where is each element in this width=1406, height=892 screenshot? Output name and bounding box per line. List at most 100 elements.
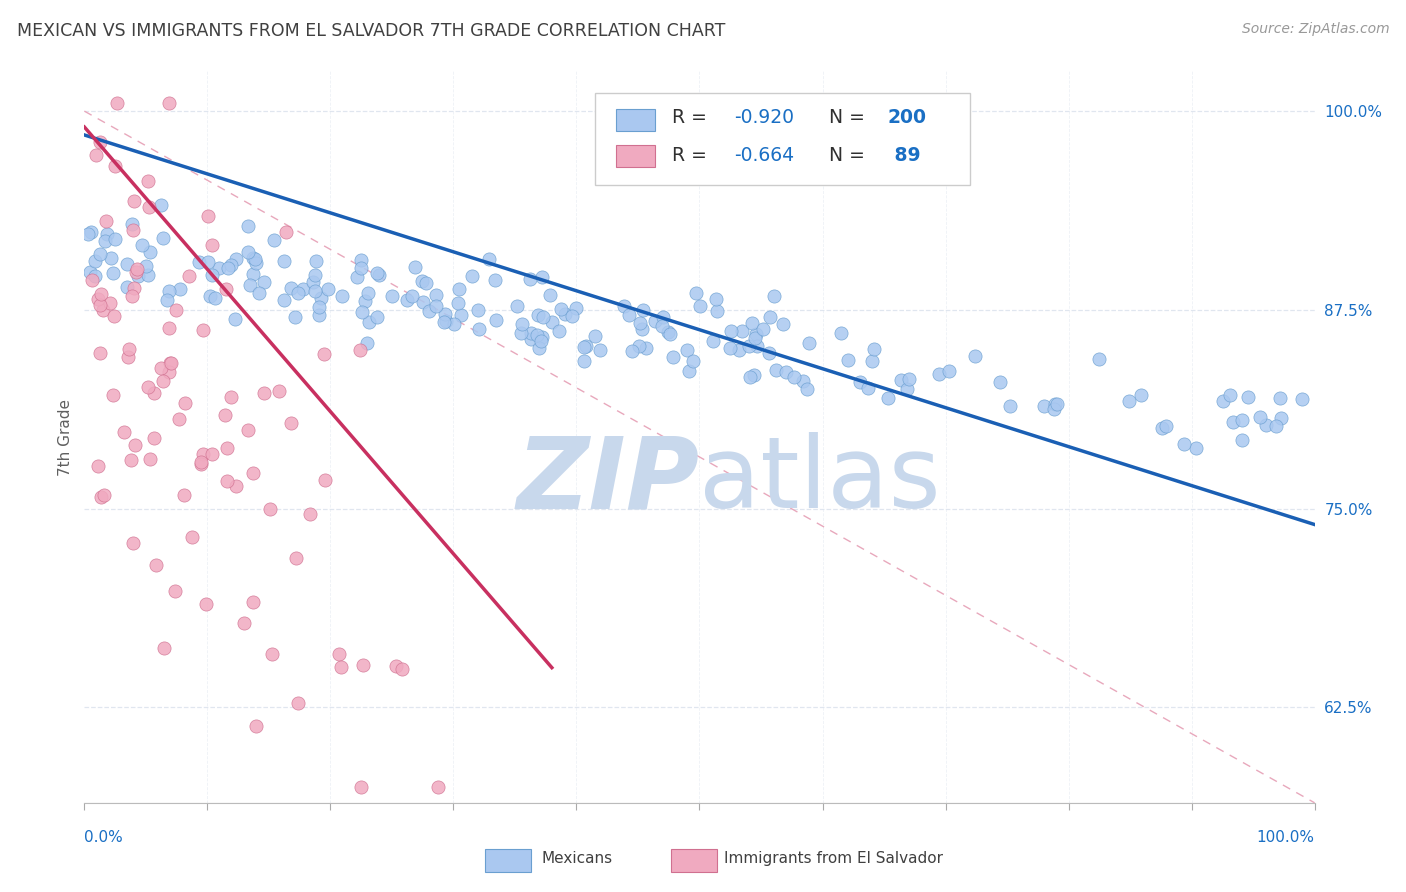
Point bbox=[236, 423, 259, 437]
Text: MEXICAN VS IMMIGRANTS FROM EL SALVADOR 7TH GRADE CORRELATION CHART: MEXICAN VS IMMIGRANTS FROM EL SALVADOR 7… bbox=[17, 22, 725, 40]
Point bbox=[104, 232, 127, 246]
Point bbox=[276, 225, 298, 239]
Point bbox=[762, 289, 785, 303]
Point bbox=[350, 780, 373, 794]
Point bbox=[101, 266, 124, 280]
Point bbox=[628, 316, 651, 330]
Point bbox=[848, 376, 870, 390]
Point bbox=[84, 148, 107, 162]
Point bbox=[181, 530, 204, 544]
Point bbox=[204, 291, 226, 305]
Point bbox=[548, 324, 571, 338]
Point bbox=[142, 431, 165, 445]
Point bbox=[314, 473, 336, 487]
Point bbox=[156, 293, 179, 307]
Point bbox=[1230, 434, 1253, 448]
Point bbox=[758, 346, 780, 360]
Point bbox=[280, 281, 302, 295]
Point bbox=[304, 268, 326, 283]
Point bbox=[356, 336, 378, 351]
Point bbox=[1088, 352, 1111, 367]
Point bbox=[526, 328, 548, 343]
Point bbox=[628, 339, 651, 353]
Point bbox=[124, 437, 146, 451]
Point bbox=[190, 457, 212, 471]
Point bbox=[433, 307, 456, 321]
Point bbox=[138, 268, 160, 283]
Point bbox=[104, 159, 127, 173]
Point bbox=[191, 323, 214, 337]
Point bbox=[117, 279, 139, 293]
Point bbox=[201, 238, 224, 252]
Point bbox=[187, 255, 209, 269]
Point bbox=[411, 274, 433, 288]
Point bbox=[1033, 399, 1056, 413]
Point bbox=[354, 293, 377, 308]
Point bbox=[443, 318, 465, 332]
Point bbox=[404, 260, 426, 274]
Point bbox=[752, 321, 775, 335]
FancyBboxPatch shape bbox=[595, 94, 970, 185]
Text: R =: R = bbox=[672, 108, 713, 127]
Point bbox=[1118, 393, 1140, 408]
Point bbox=[242, 595, 264, 609]
Point bbox=[197, 209, 219, 223]
Point bbox=[292, 282, 315, 296]
Point bbox=[135, 260, 157, 274]
Point bbox=[98, 296, 121, 310]
Point bbox=[1150, 421, 1173, 435]
Point bbox=[506, 299, 529, 313]
Point bbox=[167, 412, 190, 426]
Point bbox=[87, 292, 110, 306]
Point bbox=[90, 286, 112, 301]
Point bbox=[704, 292, 727, 306]
Point bbox=[527, 341, 550, 355]
Point bbox=[998, 400, 1021, 414]
Point bbox=[287, 697, 309, 711]
Point bbox=[529, 334, 551, 348]
Point bbox=[200, 289, 222, 303]
Point bbox=[89, 345, 111, 359]
Point bbox=[837, 353, 859, 368]
Text: 0.0%: 0.0% bbox=[84, 830, 124, 845]
Point bbox=[121, 222, 143, 236]
Point bbox=[84, 269, 107, 284]
Point bbox=[447, 296, 470, 310]
Point bbox=[121, 288, 143, 302]
Point bbox=[273, 293, 295, 308]
Point bbox=[519, 272, 541, 286]
Point bbox=[93, 488, 115, 502]
Text: 200: 200 bbox=[887, 108, 927, 127]
Point bbox=[308, 308, 330, 322]
Point bbox=[195, 597, 218, 611]
Point bbox=[208, 261, 231, 276]
Point bbox=[221, 258, 243, 272]
Point bbox=[938, 364, 960, 378]
Point bbox=[82, 273, 104, 287]
Point bbox=[485, 313, 508, 327]
Text: Source: ZipAtlas.com: Source: ZipAtlas.com bbox=[1241, 22, 1389, 37]
Point bbox=[395, 293, 418, 308]
Point bbox=[830, 326, 852, 341]
Point bbox=[745, 326, 768, 341]
Point bbox=[136, 379, 159, 393]
Point bbox=[541, 315, 564, 329]
Point bbox=[561, 310, 583, 324]
Point bbox=[988, 375, 1011, 389]
Point bbox=[285, 550, 308, 565]
Point bbox=[1249, 409, 1271, 424]
Point bbox=[461, 268, 484, 283]
Point bbox=[136, 174, 159, 188]
Y-axis label: 7th Grade: 7th Grade bbox=[58, 399, 73, 475]
Bar bbox=[616, 145, 655, 167]
Point bbox=[685, 286, 707, 301]
Point bbox=[510, 326, 533, 340]
Point bbox=[157, 320, 180, 334]
Point bbox=[287, 285, 309, 300]
Point bbox=[434, 314, 457, 328]
Point bbox=[682, 354, 704, 368]
Point bbox=[242, 466, 264, 480]
Point bbox=[89, 135, 111, 149]
Point bbox=[245, 252, 267, 266]
Point bbox=[122, 536, 145, 550]
